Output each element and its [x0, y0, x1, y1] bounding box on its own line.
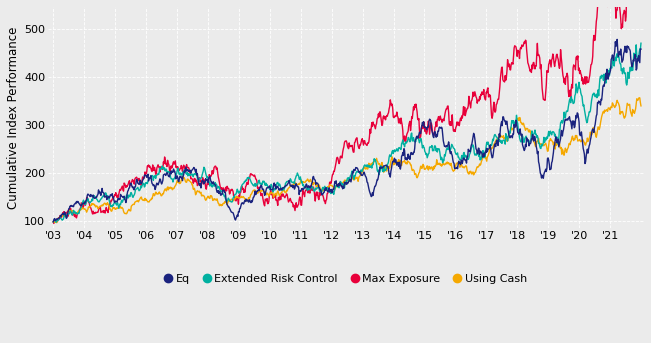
Legend: Eq, Extended Risk Control, Max Exposure, Using Cash: Eq, Extended Risk Control, Max Exposure,…	[160, 270, 532, 289]
Y-axis label: Cumulative Index Performance: Cumulative Index Performance	[7, 26, 20, 209]
